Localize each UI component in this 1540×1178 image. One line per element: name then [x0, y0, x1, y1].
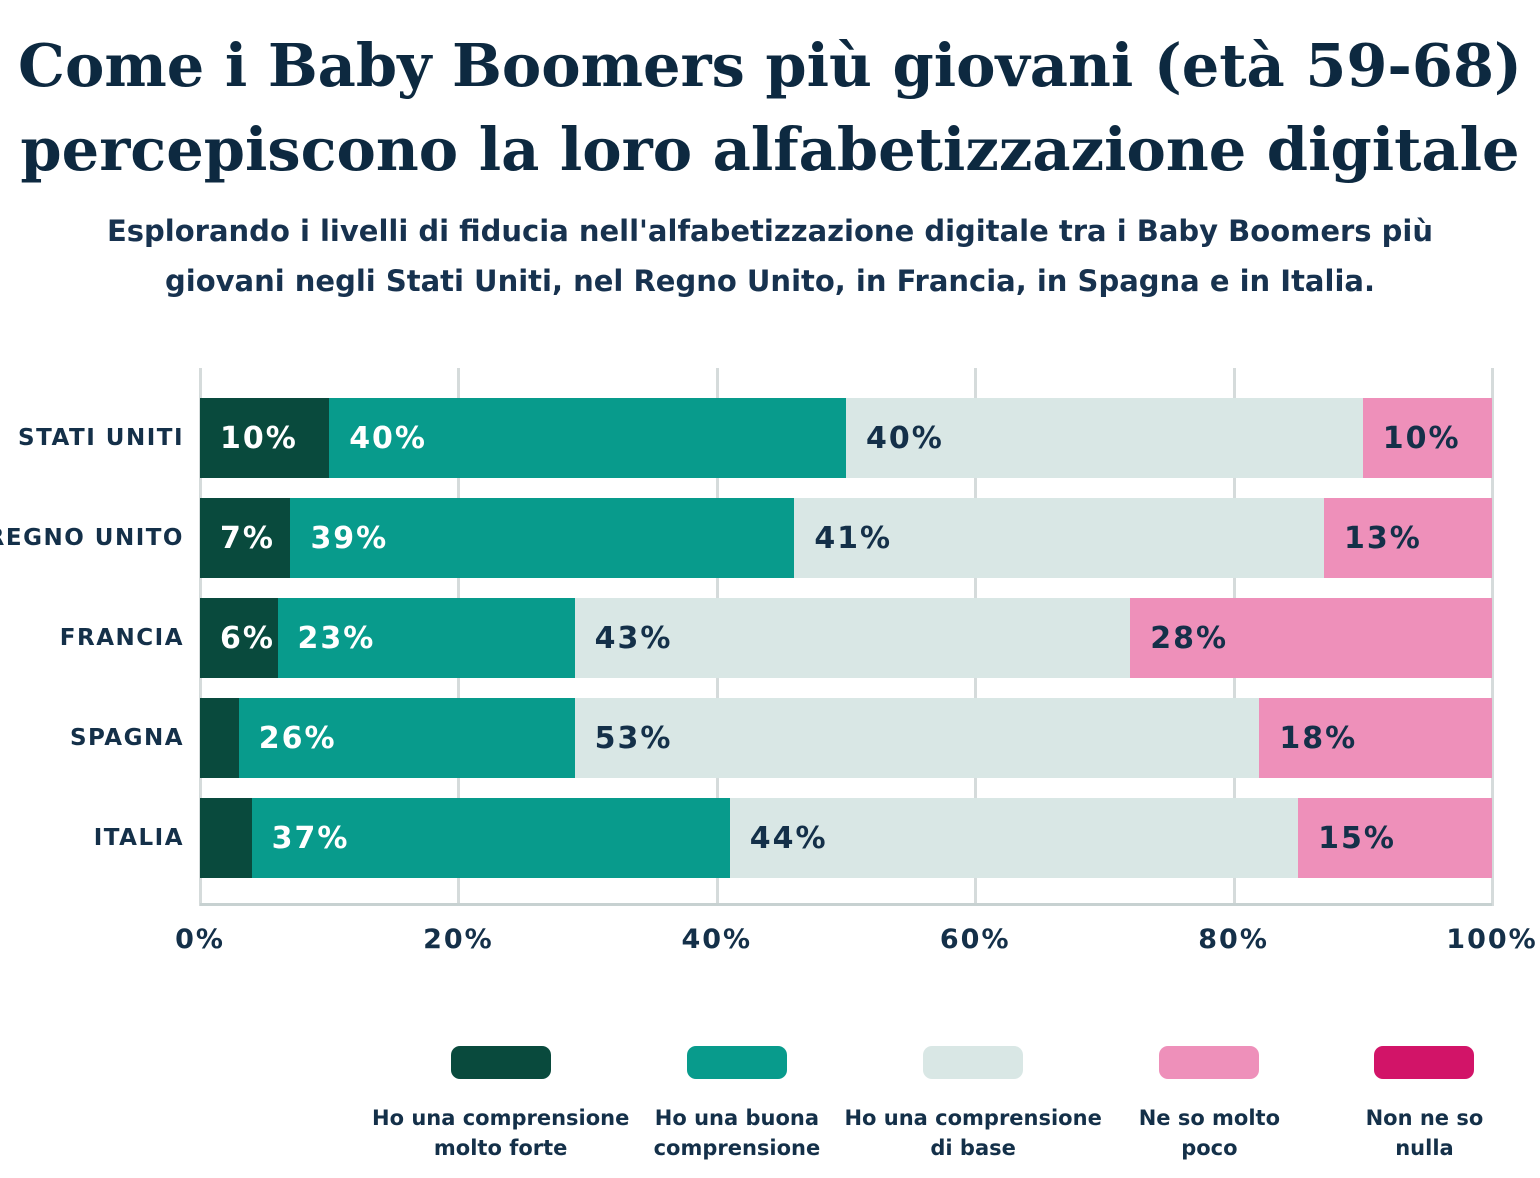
stacked-bar-plot-area: STATI UNITI 10% 40% 40% 10% REGNO UNITO 7% 39% 4…	[0, 368, 1494, 906]
legend-item: Non ne so nulla	[1317, 1046, 1532, 1163]
legend-label-line: molto forte	[433, 1136, 568, 1160]
segment-value-label: 53%	[594, 720, 673, 756]
category-label: STATI UNITI	[18, 425, 184, 451]
bar-row: SPAGNA 26% 53% 18%	[70, 698, 1492, 778]
x-tick-label: 40%	[681, 924, 753, 955]
segment-value-label: 40%	[865, 420, 944, 456]
legend-label-line: nulla	[1395, 1136, 1454, 1160]
legend-item: Ho una comprensione molto forte	[372, 1046, 629, 1163]
x-tick-label: 60%	[939, 924, 1011, 955]
legend-swatch	[686, 1046, 787, 1079]
x-axis-tick-labels: 0% 20% 40% 60% 80% 100%	[175, 924, 1536, 966]
legend-label-line: di base	[930, 1136, 1016, 1160]
bar-segment: 43%	[574, 598, 1131, 678]
bar-segment: 10%	[1362, 398, 1492, 478]
category-label: REGNO UNITO	[0, 525, 184, 551]
segment-value-label: 7%	[220, 520, 275, 556]
bar-row: FRANCIA 6% 23% 43% 28%	[60, 598, 1492, 678]
bar-segment: 6%	[200, 598, 278, 678]
x-tick-label: 20%	[423, 924, 494, 955]
x-tick-label: 80%	[1198, 924, 1269, 955]
page-subtitle-line-2: giovani negli Stati Uniti, nel Regno Uni…	[165, 264, 1375, 298]
legend-label-line: Ne so molto	[1138, 1106, 1281, 1130]
legend-label-line: Ho una comprensione	[372, 1106, 630, 1130]
page-title: Come i Baby Boomers più giovani (età 59-…	[0, 24, 1540, 192]
bar-segment: 13%	[1324, 498, 1492, 578]
bar-segment: 40%	[329, 398, 846, 478]
segment-value-label: 10%	[1382, 420, 1461, 456]
legend-item: Ho una comprensione di base	[844, 1046, 1102, 1163]
segment-value-label: 39%	[310, 520, 389, 556]
bar-segment: 39%	[290, 498, 795, 578]
segment-value-label: 26%	[258, 720, 337, 756]
bar-segment: 53%	[574, 698, 1260, 778]
bar-segment: 40%	[845, 398, 1363, 478]
legend-swatch	[450, 1046, 551, 1079]
legend-swatch	[923, 1046, 1024, 1079]
x-tick-label: 0%	[175, 924, 225, 955]
bar-segment: 26%	[238, 698, 575, 778]
legend-swatch	[1374, 1046, 1475, 1079]
bar-segment	[200, 698, 239, 778]
legend-label-line: Ho una buona	[654, 1106, 820, 1130]
bar-segment: 28%	[1130, 598, 1492, 678]
page-title-line-1: Come i Baby Boomers più giovani (età 59-…	[18, 31, 1522, 100]
bar-segment: 10%	[200, 398, 330, 478]
bar-segment: 37%	[251, 798, 730, 878]
segment-value-label: 40%	[349, 420, 427, 456]
category-label: ITALIA	[93, 825, 184, 851]
gridline	[1491, 368, 1494, 906]
segment-value-label: 6%	[220, 620, 275, 656]
segment-value-label: 18%	[1279, 720, 1358, 756]
category-label: SPAGNA	[69, 725, 184, 751]
chart-legend: Ho una comprensione molto forte Ho una buo…	[372, 1046, 1532, 1163]
bar-rows-container: STATI UNITI 10% 40% 40% 10% REGNO UNITO 7% 39% 4…	[0, 368, 1492, 878]
bar-segment: 7%	[200, 498, 291, 578]
x-axis-line	[200, 903, 1492, 906]
segment-value-label: 13%	[1344, 520, 1422, 556]
segment-value-label: 37%	[271, 820, 350, 856]
page-subtitle: Esplorando i livelli di fiducia nell'alf…	[0, 206, 1540, 306]
page-title-line-2: percepiscono la loro alfabetizzazione di…	[20, 115, 1520, 184]
bar-row: REGNO UNITO 7% 39% 41% 13%	[0, 498, 1492, 578]
segment-value-label: 44%	[749, 820, 828, 856]
bar-segment: 44%	[729, 798, 1299, 878]
bar-segment: 41%	[794, 498, 1325, 578]
segment-value-label: 23%	[297, 620, 376, 656]
segment-value-label: 10%	[220, 420, 298, 456]
bar-segment: 15%	[1298, 798, 1492, 878]
bar-segment	[200, 798, 252, 878]
legend-label-line: Ho una comprensione	[844, 1106, 1102, 1130]
bar-segment: 18%	[1259, 698, 1492, 778]
bar-segment: 23%	[277, 598, 575, 678]
x-tick-label: 100%	[1446, 924, 1538, 955]
legend-label-line: comprensione	[653, 1136, 821, 1160]
legend-swatch	[1159, 1046, 1260, 1079]
legend-item: Ho una buona comprensione	[629, 1046, 844, 1163]
category-label: FRANCIA	[59, 625, 184, 651]
legend-label-line: Non ne so	[1365, 1106, 1484, 1130]
segment-value-label: 43%	[594, 620, 673, 656]
segment-value-label: 15%	[1318, 820, 1396, 856]
segment-value-label: 28%	[1150, 620, 1229, 656]
segment-value-label: 41%	[814, 520, 893, 556]
bar-row: ITALIA 37% 44% 15%	[94, 798, 1492, 878]
bar-row: STATI UNITI 10% 40% 40% 10%	[18, 398, 1492, 478]
page-subtitle-line-1: Esplorando i livelli di fiducia nell'alf…	[106, 214, 1434, 248]
legend-label-line: poco	[1181, 1136, 1238, 1160]
legend-item: Ne so molto poco	[1102, 1046, 1317, 1163]
